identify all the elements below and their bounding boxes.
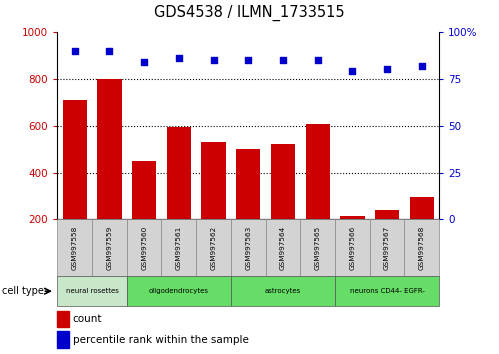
- Text: GSM997560: GSM997560: [141, 226, 147, 270]
- Point: [175, 55, 183, 61]
- Bar: [92, 219, 127, 276]
- Bar: [132, 161, 156, 266]
- Bar: [300, 219, 335, 276]
- Bar: [167, 127, 191, 266]
- Bar: [127, 276, 231, 306]
- Text: cell type: cell type: [2, 286, 44, 296]
- Text: GSM997567: GSM997567: [384, 226, 390, 270]
- Bar: [162, 219, 196, 276]
- Bar: [340, 216, 364, 266]
- Text: GSM997564: GSM997564: [280, 226, 286, 270]
- Bar: [196, 219, 231, 276]
- Text: GSM997568: GSM997568: [419, 226, 425, 270]
- Bar: [57, 311, 69, 327]
- Text: GSM997563: GSM997563: [245, 226, 251, 270]
- Point: [418, 63, 426, 68]
- Text: GDS4538 / ILMN_1733515: GDS4538 / ILMN_1733515: [154, 5, 345, 21]
- Point: [140, 59, 148, 65]
- Point: [383, 67, 391, 72]
- Bar: [305, 125, 330, 266]
- Bar: [62, 100, 87, 266]
- Bar: [271, 144, 295, 266]
- Point: [71, 48, 79, 53]
- Bar: [236, 149, 260, 266]
- Bar: [57, 331, 69, 348]
- Text: count: count: [73, 314, 102, 324]
- Bar: [127, 219, 162, 276]
- Text: astrocytes: astrocytes: [265, 288, 301, 294]
- Text: GSM997562: GSM997562: [211, 226, 217, 270]
- Bar: [375, 210, 399, 266]
- Bar: [57, 276, 127, 306]
- Text: percentile rank within the sample: percentile rank within the sample: [73, 335, 249, 345]
- Bar: [97, 79, 122, 266]
- Text: GSM997565: GSM997565: [315, 226, 321, 270]
- Point: [244, 57, 252, 63]
- Bar: [57, 219, 92, 276]
- Text: neural rosettes: neural rosettes: [66, 288, 119, 294]
- Bar: [335, 276, 439, 306]
- Bar: [410, 197, 434, 266]
- Point: [314, 57, 322, 63]
- Bar: [202, 142, 226, 266]
- Point: [348, 68, 356, 74]
- Bar: [231, 276, 335, 306]
- Text: neurons CD44- EGFR-: neurons CD44- EGFR-: [350, 288, 425, 294]
- Text: GSM997559: GSM997559: [106, 226, 112, 270]
- Point: [210, 57, 218, 63]
- Bar: [335, 219, 370, 276]
- Text: GSM997558: GSM997558: [72, 226, 78, 270]
- Bar: [370, 219, 404, 276]
- Text: GSM997566: GSM997566: [349, 226, 355, 270]
- Point: [105, 48, 113, 53]
- Bar: [265, 219, 300, 276]
- Point: [279, 57, 287, 63]
- Bar: [404, 219, 439, 276]
- Text: oligodendrocytes: oligodendrocytes: [149, 288, 209, 294]
- Bar: [231, 219, 265, 276]
- Text: GSM997561: GSM997561: [176, 226, 182, 270]
